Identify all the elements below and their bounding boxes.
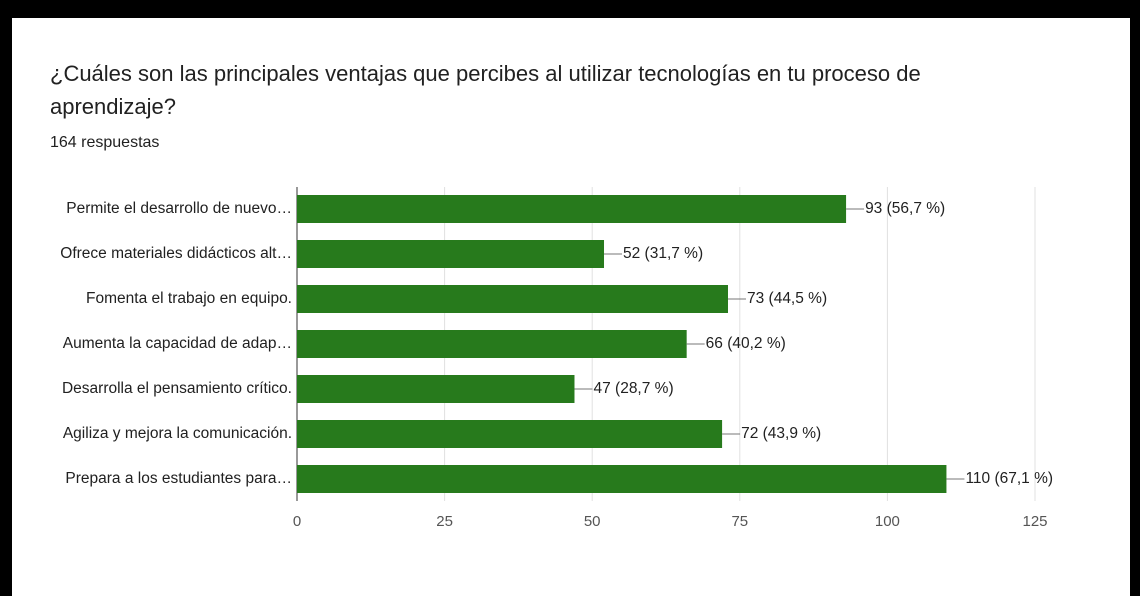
value-label: 73 (44,5 %) (747, 290, 827, 307)
chart-subtitle: 164 respuestas (50, 134, 159, 151)
y-tick-label: Aumenta la capacidad de adap… (63, 335, 292, 352)
x-tick-label: 125 (1022, 513, 1047, 530)
y-tick-label: Permite el desarrollo de nuevo… (66, 200, 292, 217)
value-label: 47 (28,7 %) (593, 380, 673, 397)
chart-title: ¿Cuáles son las principales ventajas que… (50, 61, 921, 119)
bar (297, 195, 847, 223)
value-label: 72 (43,9 %) (741, 425, 821, 442)
value-label: 93 (56,7 %) (865, 200, 945, 217)
bar (297, 285, 728, 313)
y-tick-label: Ofrece materiales didácticos alt… (60, 245, 292, 262)
x-tick-label: 75 (731, 513, 748, 530)
value-label: 66 (40,2 %) (706, 335, 786, 352)
bar (297, 375, 575, 403)
y-tick-label: Desarrolla el pensamiento crítico. (62, 380, 292, 397)
value-label: 110 (67,1 %) (965, 470, 1053, 487)
bar (297, 465, 947, 493)
bar (297, 420, 723, 448)
x-tick-label: 50 (584, 513, 601, 530)
x-tick-label: 0 (293, 513, 301, 530)
y-tick-label: Prepara a los estudiantes para… (65, 470, 292, 487)
bar (297, 330, 687, 358)
x-tick-label: 25 (436, 513, 453, 530)
x-tick-label: 100 (875, 513, 900, 530)
y-tick-label: Agiliza y mejora la comunicación. (63, 425, 292, 442)
bar (297, 240, 605, 268)
value-label: 52 (31,7 %) (623, 245, 703, 262)
y-tick-label: Fomenta el trabajo en equipo. (86, 290, 292, 307)
